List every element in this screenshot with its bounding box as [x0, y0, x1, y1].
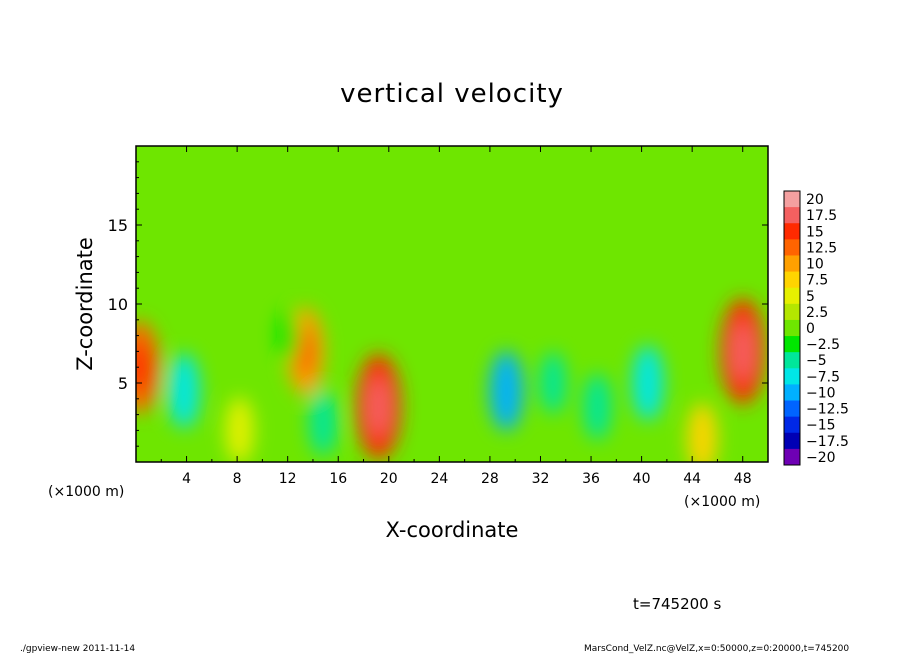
x-tick-label: 4 — [182, 471, 191, 487]
colorbar-label: 5 — [806, 289, 815, 305]
field-feature-6 — [275, 309, 300, 363]
x-axis-unit: (×1000 m) — [684, 494, 760, 510]
field-feature-core-5 — [367, 377, 390, 436]
x-tick-label: 8 — [233, 471, 242, 487]
field-feature-4 — [308, 389, 338, 456]
colorbar-label: −5 — [806, 353, 827, 369]
colorbar-segment — [784, 319, 800, 337]
y-tick-label: 15 — [108, 216, 128, 235]
colorbar-segment — [784, 336, 800, 353]
colorbar-segment — [784, 400, 800, 418]
colorbar-segment — [784, 432, 800, 450]
plot-area — [135, 145, 769, 463]
x-tick-label: 48 — [734, 471, 752, 487]
y-tick-label: 10 — [108, 295, 128, 314]
x-tick-label: 20 — [380, 471, 398, 487]
colorbar-frame — [783, 190, 801, 466]
colorbar-label: 15 — [806, 224, 824, 240]
colorbar-label: −2.5 — [806, 337, 840, 353]
colorbar-label: −12.5 — [806, 402, 849, 418]
colorbar: 2017.51512.5107.552.50−2.5−5−7.5−10−12.5… — [783, 190, 849, 466]
y-axis-unit: (×1000 m) — [48, 484, 124, 500]
footer-left: ./gpview-new 2011-11-14 — [20, 644, 135, 654]
y-axis-ticks: 5 10 15 — [108, 161, 768, 447]
colorbar-segment — [784, 384, 800, 402]
colorbar-label: 0 — [806, 321, 815, 337]
footer-right: MarsCond_VelZ.nc@VelZ,x=0:50000,z=0:2000… — [584, 644, 849, 654]
colorbar-label: −15 — [806, 418, 836, 434]
field-feature-core-12 — [731, 322, 754, 381]
field-feature-11 — [686, 402, 718, 462]
y-tick-label: 5 — [118, 374, 128, 393]
colorbar-label: 12.5 — [806, 240, 837, 256]
field-feature-7 — [489, 351, 524, 431]
x-tick-label: 16 — [329, 471, 347, 487]
field-feature-core-0 — [136, 341, 150, 393]
field-feature-2 — [225, 397, 255, 462]
colorbar-label: −17.5 — [806, 434, 849, 450]
time-annotation: t=745200 s — [633, 595, 721, 613]
y-axis-label: Z-coordinate — [73, 237, 97, 371]
field-feature-1 — [167, 353, 201, 429]
colorbar-segment — [784, 352, 800, 369]
colorbar-label: −10 — [806, 385, 836, 401]
colorbar-label: 2.5 — [806, 305, 828, 321]
x-tick-label: 28 — [481, 471, 499, 487]
x-tick-label: 44 — [683, 471, 701, 487]
colorbar-label: 17.5 — [806, 208, 837, 224]
colorbar-segment — [784, 223, 800, 240]
colorbar-segment — [784, 191, 800, 208]
field-feature-core-3 — [295, 327, 315, 376]
colorbar-segment — [784, 416, 800, 434]
x-tick-label: 24 — [430, 471, 448, 487]
colorbar-label: 20 — [806, 192, 824, 208]
colorbar-label: −7.5 — [806, 369, 840, 385]
x-tick-label: 32 — [532, 471, 550, 487]
chart-title: vertical velocity — [340, 79, 564, 109]
colorbar-label: 10 — [806, 257, 824, 273]
colorbar-segment — [784, 368, 800, 385]
x-tick-label: 36 — [582, 471, 600, 487]
x-axis-ticks: 4 8 12 16 20 24 28 32 36 40 44 48 — [160, 146, 752, 487]
colorbar-segment — [784, 255, 800, 273]
colorbar-segment — [784, 303, 800, 321]
colorbar-segment — [784, 271, 800, 289]
field-feature-9 — [582, 373, 612, 440]
colorbar-label: −20 — [806, 450, 836, 466]
x-tick-label: 12 — [279, 471, 297, 487]
colorbar-segment — [784, 207, 800, 224]
field-feature-8 — [539, 352, 567, 414]
x-axis-label: X-coordinate — [386, 518, 519, 542]
x-tick-label: 40 — [633, 471, 651, 487]
colorbar-segment — [784, 287, 800, 305]
colorbar-label: 7.5 — [806, 273, 828, 289]
colorbar-segment — [784, 448, 800, 466]
colorbar-segment — [784, 239, 800, 256]
field-feature-10 — [631, 345, 665, 421]
